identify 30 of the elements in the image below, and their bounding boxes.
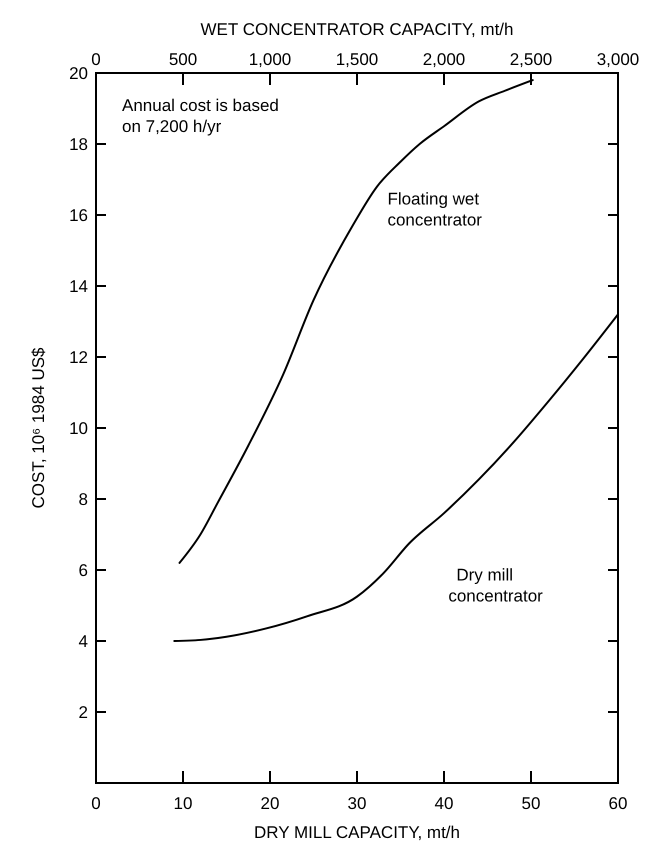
x2-tick-label: 1,500 — [336, 50, 378, 69]
text: Dry mill concentrator — [448, 566, 544, 606]
y-tick-label: 2 — [78, 703, 88, 722]
y-tick-label: 18 — [69, 135, 88, 154]
annotation: Annual cost is based on 7,200 h/yr — [122, 96, 279, 136]
x-tick-label: 50 — [522, 794, 540, 813]
x2-tick-label: 3,000 — [596, 50, 640, 69]
x2-tick-label: 2,500 — [510, 50, 552, 69]
x2-tick-label: 1,000 — [248, 50, 292, 69]
y-axis-title: COST, 10⁶ 1984 US$ — [29, 346, 48, 509]
x2-tick-label: 500 — [168, 50, 198, 69]
y-tick-label: 8 — [78, 490, 88, 509]
x-tick-label: 10 — [174, 794, 192, 813]
x-tick-label: 30 — [348, 794, 366, 813]
series-label: Floating wet concentrator — [387, 189, 482, 230]
y-tick-label: 4 — [78, 632, 88, 651]
x-tick-label: 0 — [91, 794, 101, 813]
y-tick-label: 16 — [69, 206, 88, 225]
y-tick-label: 6 — [78, 561, 88, 580]
x-tick-label: 60 — [608, 794, 628, 813]
x-tick-label: 20 — [260, 794, 280, 813]
y-tick-label: 10 — [69, 419, 88, 438]
x2-tick-label: 0 — [91, 50, 101, 69]
x2-axis-title: WET CONCENTRATOR CAPACITY, mt/h — [200, 20, 514, 39]
x-axis-title: DRY MILL CAPACITY, mt/h — [254, 823, 460, 842]
y-tick-label: 14 — [69, 277, 88, 296]
x-tick-label: 40 — [434, 794, 454, 813]
y-tick-label: 20 — [69, 64, 88, 83]
x2-tick-label: 2,000 — [422, 50, 466, 69]
y-tick-label: 12 — [69, 348, 88, 367]
